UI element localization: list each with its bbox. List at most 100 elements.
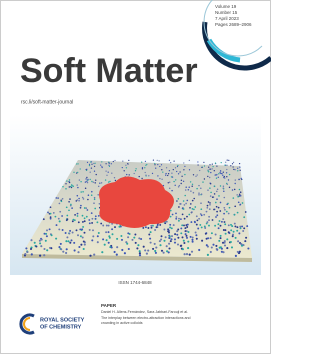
particle [209,177,210,178]
particle [165,173,166,174]
particle [204,165,205,166]
particle [91,181,92,182]
particle [212,244,214,246]
particle [180,232,182,234]
particle [114,226,116,228]
particle [226,169,227,170]
particle [239,163,240,164]
particle [207,189,209,191]
particle [77,251,79,253]
particle [220,202,222,204]
particle [93,202,95,204]
particle [77,213,79,215]
particle [230,229,232,231]
particle [133,237,135,239]
particle [239,167,240,168]
particle [188,186,189,187]
particle [76,184,77,185]
particle [43,248,45,250]
particle [178,186,179,187]
particle [118,226,120,228]
particle [127,236,129,238]
particle [244,240,246,242]
particle [233,162,234,163]
particle [89,222,91,224]
particle [165,175,166,176]
particle [188,214,190,216]
particle [152,173,153,174]
particle [127,163,128,164]
particle [206,211,208,213]
particle [177,243,179,245]
particle [221,221,223,223]
particle [134,234,136,236]
particle [215,162,216,163]
particle [97,194,99,196]
particle [216,198,218,200]
particle [46,235,48,237]
particle [189,169,190,170]
particle [93,254,95,256]
particle [184,227,186,229]
particle [239,179,240,180]
particle [77,234,79,236]
issue-line: Volume 19 [215,4,237,9]
particle [206,244,208,246]
particle [220,246,222,248]
particle [99,203,101,205]
particle [91,191,93,193]
particle [74,249,76,251]
particle [199,170,200,171]
particle [235,255,237,257]
particle [185,224,187,226]
particle [170,240,172,242]
particle [145,165,146,166]
particle [178,218,180,220]
particle [180,227,182,229]
particle [108,225,110,227]
particle [169,236,171,238]
particle [224,221,226,223]
particle [157,160,158,161]
particle [234,223,236,225]
particle [171,190,173,192]
particle [113,161,114,162]
particle [57,197,59,199]
particle [76,163,77,164]
particle [142,167,143,168]
particle [65,252,67,254]
particle [229,174,230,175]
particle [187,247,189,249]
particle [62,198,64,200]
particle [159,160,160,161]
particle [175,213,177,215]
particle [237,170,238,171]
particle [87,179,88,180]
particle [128,160,129,161]
particle [88,219,90,221]
particle [226,238,228,240]
particle [94,171,95,172]
particle [181,224,183,226]
particle [78,221,80,223]
particle [196,215,198,217]
particle [190,203,192,205]
particle [82,221,84,223]
particle [220,235,222,237]
particle [190,221,192,223]
particle [210,172,211,173]
particle [183,169,184,170]
particle [58,218,60,220]
particle [214,225,216,227]
particle [65,188,67,190]
particle [146,253,148,255]
particle [223,190,225,192]
particle [154,164,155,165]
particle [80,191,82,193]
particle [77,195,79,197]
particle [148,234,150,236]
particle [198,249,200,251]
particle [191,185,192,186]
particle [105,231,107,233]
particle [84,217,86,219]
